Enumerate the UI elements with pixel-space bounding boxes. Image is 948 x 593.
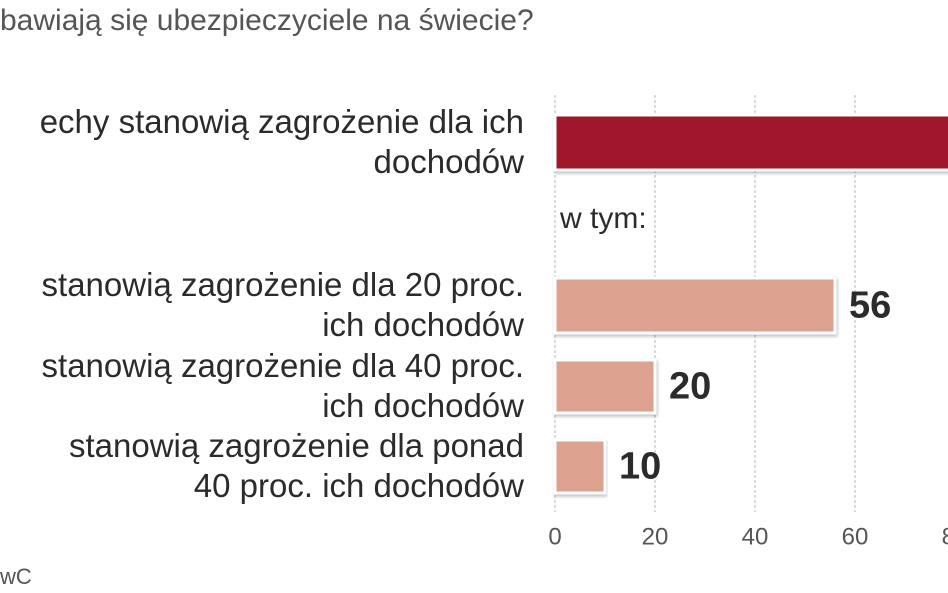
category-label: echy stanowią zagrożenie dla ich: [40, 103, 524, 140]
bar: [553, 358, 657, 415]
x-tick-label: 20: [642, 523, 669, 550]
category-label: ich dochodów: [322, 387, 524, 424]
x-tick-label: 0: [548, 523, 561, 550]
chart-title: bawiają się ubezpieczyciele na świecie?: [0, 4, 534, 37]
category-label: 40 proc. ich dochodów: [194, 467, 524, 504]
value-label: 56: [849, 285, 891, 327]
annotation: w tym:: [559, 202, 647, 235]
category-label: stanowią zagrożenie dla ponad: [69, 427, 524, 464]
bar: [553, 113, 948, 172]
category-label: dochodów: [374, 143, 525, 180]
category-label: stanowią zagrożenie dla 40 proc.: [42, 347, 524, 384]
x-tick-label: 80: [942, 523, 948, 550]
value-label: 20: [669, 366, 711, 408]
bar: [553, 438, 607, 495]
category-label: stanowią zagrożenie dla 20 proc.: [42, 266, 524, 303]
bar: [553, 276, 837, 335]
x-tick-label: 40: [742, 523, 769, 550]
source: wC: [0, 564, 32, 589]
x-tick-label: 60: [842, 523, 869, 550]
category-label: ich dochodów: [322, 306, 524, 343]
value-label: 10: [619, 446, 661, 488]
